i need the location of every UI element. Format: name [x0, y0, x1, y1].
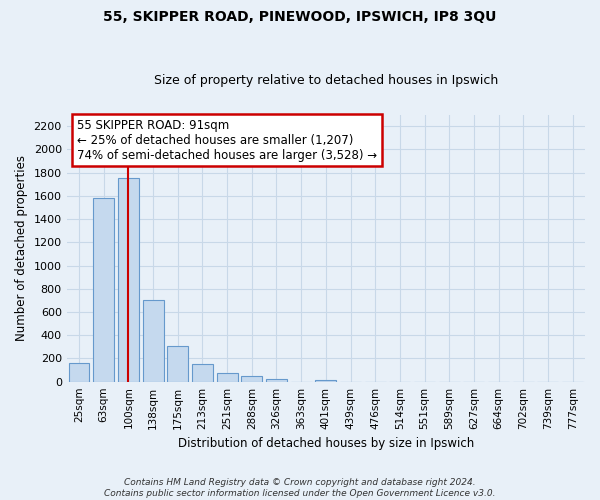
X-axis label: Distribution of detached houses by size in Ipswich: Distribution of detached houses by size …: [178, 437, 474, 450]
Bar: [68, 363, 89, 382]
Title: Size of property relative to detached houses in Ipswich: Size of property relative to detached ho…: [154, 74, 498, 87]
Bar: [316, 380, 337, 382]
Bar: [143, 300, 164, 382]
Y-axis label: Number of detached properties: Number of detached properties: [15, 155, 28, 341]
Bar: [217, 373, 238, 382]
Bar: [241, 376, 262, 382]
Bar: [192, 364, 213, 382]
Bar: [266, 379, 287, 382]
Text: 55, SKIPPER ROAD, PINEWOOD, IPSWICH, IP8 3QU: 55, SKIPPER ROAD, PINEWOOD, IPSWICH, IP8…: [103, 10, 497, 24]
Bar: [118, 178, 139, 382]
Text: Contains HM Land Registry data © Crown copyright and database right 2024.
Contai: Contains HM Land Registry data © Crown c…: [104, 478, 496, 498]
Text: 55 SKIPPER ROAD: 91sqm
← 25% of detached houses are smaller (1,207)
74% of semi-: 55 SKIPPER ROAD: 91sqm ← 25% of detached…: [77, 118, 377, 162]
Bar: [167, 346, 188, 382]
Bar: [93, 198, 114, 382]
